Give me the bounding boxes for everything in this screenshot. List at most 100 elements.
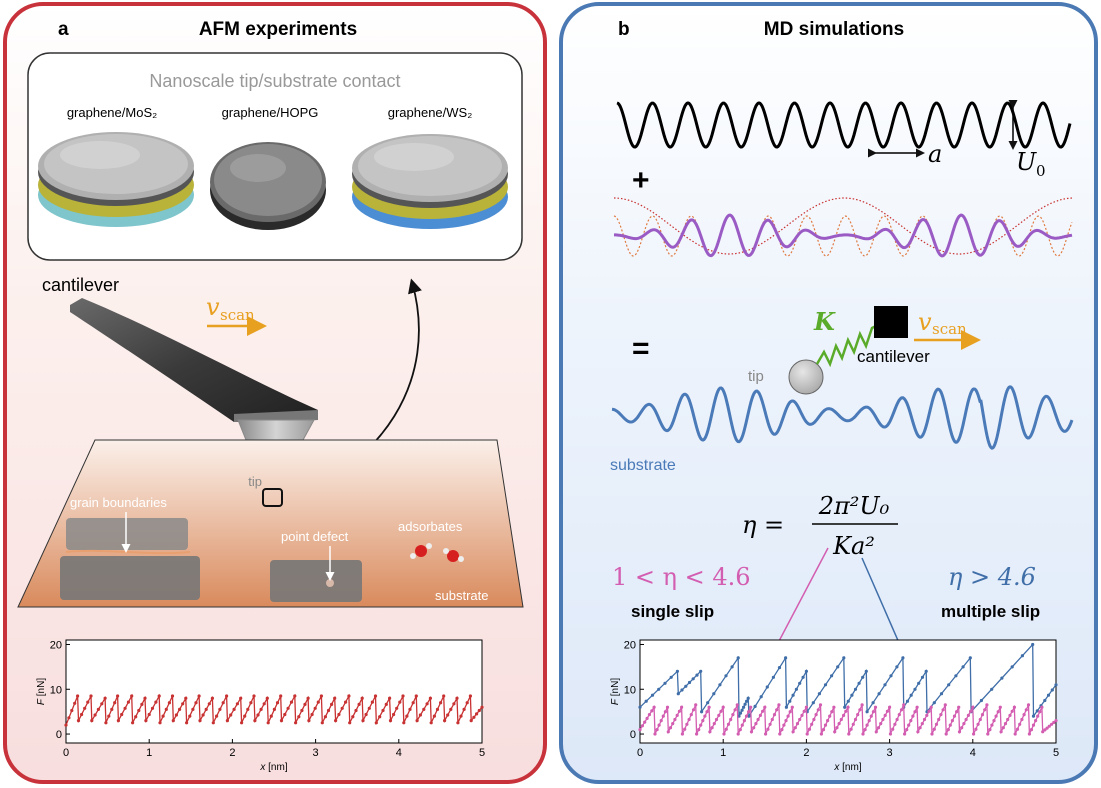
data-point (1027, 732, 1031, 736)
data-point (994, 714, 998, 718)
data-point (782, 723, 786, 727)
point-defect-lattice-illustration (270, 560, 362, 602)
data-point (881, 717, 885, 722)
data-point (853, 717, 858, 722)
data-point (256, 713, 260, 717)
data-point (986, 732, 990, 736)
data-point (286, 706, 290, 710)
data-point (104, 721, 108, 725)
data-point (697, 728, 701, 732)
data-point (846, 699, 850, 703)
y-axis-label: F [nN] (610, 678, 621, 705)
perturbation-orange-dotted (613, 215, 1073, 257)
data-point (851, 722, 855, 726)
data-point (871, 710, 876, 714)
data-point (161, 714, 165, 718)
tip-label-a: tip (248, 474, 262, 489)
data-point (849, 727, 853, 731)
data-point (330, 702, 334, 707)
data-point (964, 717, 968, 722)
data-point (150, 706, 155, 710)
data-point (917, 681, 921, 685)
x-tick-label: 4 (970, 747, 976, 759)
data-point (786, 714, 790, 718)
data-point (643, 720, 647, 724)
data-point (110, 707, 114, 712)
data-point (131, 721, 135, 725)
data-point (1026, 703, 1031, 707)
data-point (992, 719, 996, 723)
data-point (962, 722, 966, 726)
y-axis-label: F [nN] (36, 678, 47, 705)
data-point (1018, 722, 1022, 726)
data-point (334, 719, 338, 723)
x-tick-label: 1 (146, 747, 152, 759)
data-point (170, 694, 175, 698)
data-point (724, 674, 728, 678)
data-point (320, 721, 324, 725)
data-point (708, 730, 712, 734)
data-point (446, 713, 450, 717)
data-point (239, 696, 243, 700)
data-point (381, 708, 385, 713)
data-point (337, 712, 341, 717)
data-point (666, 730, 670, 734)
data-point (194, 701, 198, 705)
data-point (1020, 717, 1024, 722)
data-point (1036, 714, 1040, 718)
data-point (788, 699, 792, 703)
data-point (823, 683, 828, 687)
data-point (669, 675, 673, 679)
data-point (691, 677, 695, 681)
data-point (736, 656, 740, 660)
data-point (812, 717, 816, 722)
data-point (130, 694, 134, 698)
data-point (811, 701, 815, 705)
data-point (1041, 730, 1045, 734)
data-point (468, 694, 472, 698)
data-point (480, 705, 484, 709)
data-point (864, 669, 868, 673)
data-point (842, 656, 846, 660)
data-point (828, 714, 832, 718)
data-point (895, 717, 899, 722)
data-point (351, 715, 355, 719)
data-point (765, 685, 769, 689)
data-point (126, 700, 130, 704)
data-point (1008, 713, 1012, 718)
data-point (801, 675, 805, 679)
data-point (745, 699, 749, 703)
data-point (888, 705, 892, 709)
data-point (795, 722, 800, 726)
data-point (415, 719, 419, 723)
data-point (837, 722, 841, 726)
data-point (462, 707, 466, 712)
data-point (647, 713, 652, 717)
data-point (954, 674, 958, 678)
data-point (235, 702, 239, 706)
data-point (930, 732, 934, 736)
data-point (775, 708, 779, 712)
perturbation-red-dotted (614, 197, 1073, 255)
data-point (683, 727, 687, 731)
afm-force-plot: 0 10 20 0 1 2 3 4 5 F [nN] x [nm] (36, 639, 485, 773)
data-point (772, 713, 777, 717)
data-point (174, 713, 178, 717)
data-point (998, 705, 1002, 709)
data-point (996, 710, 1000, 714)
data-point (761, 709, 765, 713)
x-tick-label: 3 (887, 747, 893, 759)
data-point (1001, 726, 1005, 730)
data-point (680, 705, 684, 709)
data-point (663, 681, 667, 685)
data-point (744, 714, 749, 718)
data-point (96, 707, 100, 712)
data-point (677, 709, 682, 713)
data-point (373, 694, 378, 698)
data-point (144, 719, 148, 723)
data-point (402, 721, 406, 725)
vscan-sub-b: scan (932, 320, 967, 338)
spring-constant-label: K (813, 307, 836, 336)
data-point (650, 709, 654, 713)
data-point (64, 723, 68, 727)
